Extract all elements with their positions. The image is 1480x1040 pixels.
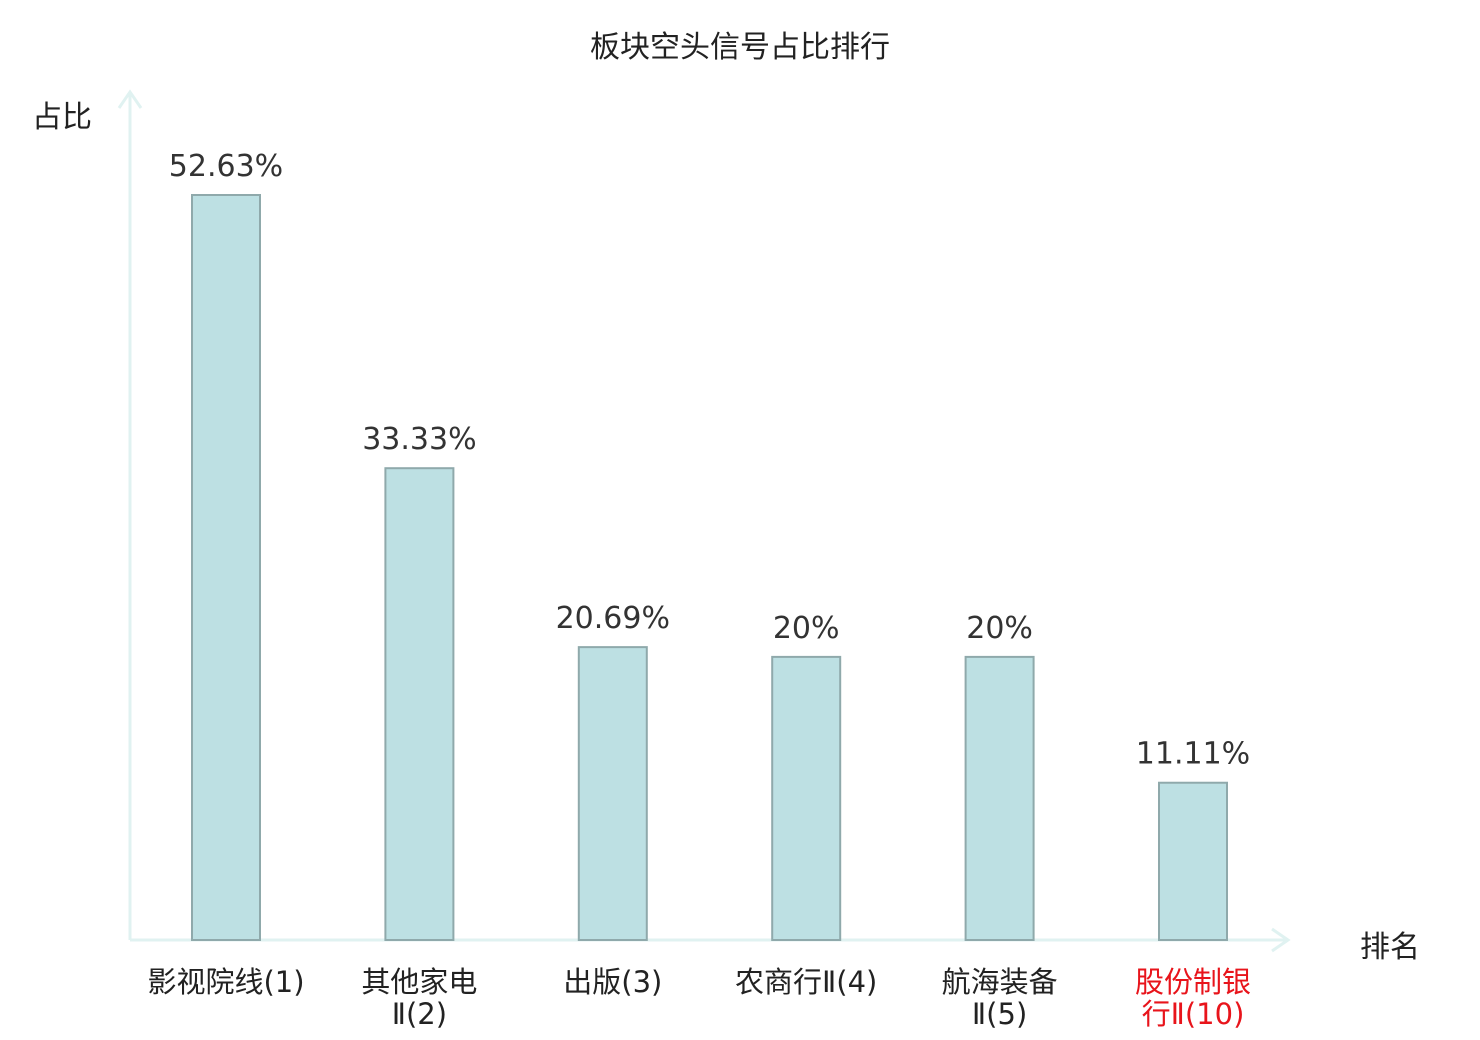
- value-label-3: 20.69%: [556, 601, 670, 636]
- category-label-line1: 其他家电: [361, 965, 478, 999]
- category-label-6: 股份制银 行Ⅱ(10): [1093, 966, 1293, 1030]
- y-axis-arrow-icon: [117, 89, 143, 109]
- bar-3: [577, 646, 648, 941]
- category-label-line1: 航海装备: [941, 965, 1058, 999]
- category-label-line2: Ⅱ(2): [391, 997, 448, 1031]
- category-label-line1: 农商行Ⅱ(4): [735, 965, 878, 999]
- bar-5: [964, 655, 1035, 941]
- category-label-2: 其他家电 Ⅱ(2): [319, 966, 519, 1030]
- x-axis-label: 排名: [1360, 930, 1420, 965]
- bar-4: [771, 655, 842, 941]
- value-label-4: 20%: [773, 611, 840, 646]
- category-label-1: 影视院线(1): [126, 966, 326, 998]
- category-label-5: 航海装备 Ⅱ(5): [900, 966, 1100, 1030]
- value-label-1: 52.63%: [169, 149, 283, 184]
- value-label-2: 33.33%: [362, 422, 476, 457]
- bar-2: [384, 467, 455, 941]
- category-label-line1: 股份制银: [1134, 965, 1251, 999]
- value-label-6: 11.11%: [1136, 737, 1250, 772]
- x-axis-arrow-icon: [1271, 927, 1291, 953]
- bars-group: 52.63% 33.33% 20.69% 20% 20% 11.11%: [169, 149, 1250, 941]
- category-label-4: 农商行Ⅱ(4): [706, 966, 906, 998]
- category-label-line2: 行Ⅱ(10): [1141, 997, 1245, 1031]
- axes: [117, 89, 1291, 953]
- category-label-line1: 影视院线(1): [147, 965, 305, 999]
- bar-6: [1158, 781, 1228, 941]
- value-label-5: 20%: [966, 611, 1033, 646]
- category-label-line1: 出版(3): [563, 965, 663, 999]
- category-label-line2: Ⅱ(5): [971, 997, 1028, 1031]
- bar-1: [191, 194, 261, 941]
- category-label-3: 出版(3): [513, 966, 713, 998]
- y-axis-label: 占比: [32, 100, 92, 135]
- chart-title: 板块空头信号占比排行: [590, 30, 890, 65]
